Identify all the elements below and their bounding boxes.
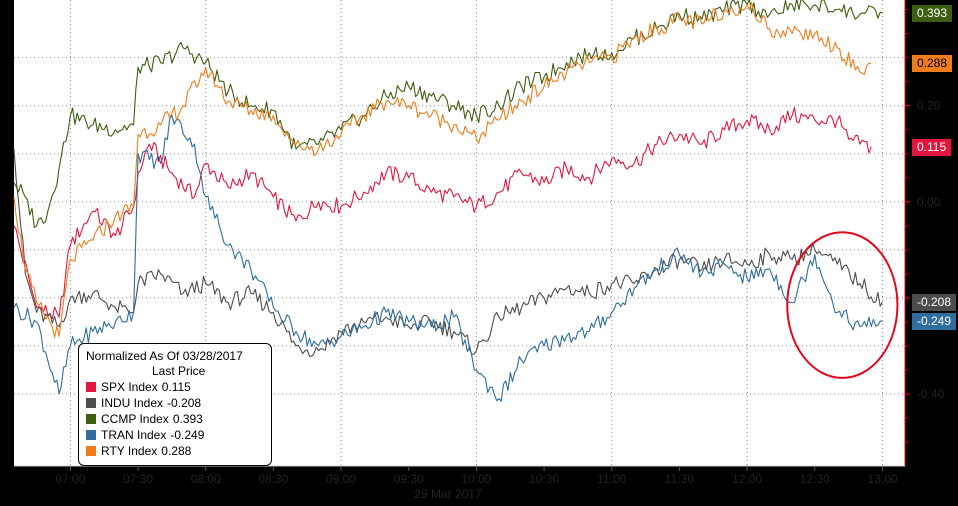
legend-entry: TRAN Index -0.249 (86, 427, 265, 443)
legend-swatch (86, 430, 96, 440)
legend-series-value: 0.288 (161, 444, 192, 458)
series-line-spx (13, 107, 872, 320)
x-axis-title: 29 Mar 2017 (414, 487, 482, 501)
legend-subtitle: Last Price (152, 364, 206, 378)
series-line-rty (13, 1, 872, 338)
chart-legend: Normalized As Of 03/28/2017 Last Price S… (78, 343, 272, 466)
legend-swatch (86, 414, 96, 424)
x-tick-label: 08:30 (258, 472, 288, 486)
x-tick-label: 12:00 (732, 472, 762, 486)
x-tick-label: 11:00 (597, 472, 626, 486)
x-tick-label: 07:00 (55, 472, 85, 486)
legend-series-name: INDU Index (101, 396, 164, 410)
legend-swatch (86, 382, 96, 392)
annotation-circle (786, 231, 899, 379)
x-tick-label: 10:30 (529, 472, 559, 486)
legend-series-name: TRAN Index (101, 428, 167, 442)
legend-series-name: CCMP Index (101, 412, 169, 426)
y-tick-label: -0.40 (917, 387, 945, 401)
legend-swatch (86, 398, 96, 408)
y-tick-label: 0.00 (917, 195, 941, 209)
series-line-ccmp (13, 0, 883, 228)
legend-series-value: 0.393 (172, 412, 203, 426)
x-tick-label: 10:00 (461, 472, 491, 486)
legend-swatch (86, 446, 96, 456)
legend-series-value: 0.115 (161, 380, 191, 394)
last-price-badge: -0.249 (912, 313, 957, 331)
legend-entry: SPX Index 0.115 (86, 379, 265, 395)
last-price-badge: 0.115 (912, 138, 952, 156)
legend-series-value: -0.208 (167, 396, 202, 410)
legend-series-name: RTY Index (101, 444, 158, 458)
x-tick-label: 09:00 (326, 472, 356, 486)
x-tick-label: 07:30 (123, 472, 153, 486)
y-tick-label: 0.20 (917, 99, 941, 113)
legend-series-value: -0.249 (170, 428, 205, 442)
x-tick-label: 13:00 (867, 472, 897, 486)
x-tick-label: 12:30 (800, 472, 830, 486)
x-tick-label: 11:30 (665, 472, 694, 486)
legend-entry: CCMP Index 0.393 (86, 411, 265, 427)
last-price-badge: 0.288 (912, 55, 953, 73)
legend-entry: INDU Index -0.208 (86, 395, 265, 411)
series-line-indu (13, 148, 883, 357)
legend-entry: RTY Index 0.288 (86, 443, 265, 459)
legend-series-name: SPX Index (101, 380, 158, 394)
last-price-badge: 0.393 (912, 4, 953, 22)
legend-entries: SPX Index 0.115 INDU Index -0.208 CCMP Index… (86, 379, 265, 459)
series-line-tran (13, 114, 883, 402)
last-price-badge: -0.208 (912, 293, 957, 311)
x-tick-label: 08:00 (191, 472, 221, 486)
legend-title: Normalized As Of 03/28/2017 (86, 349, 243, 363)
x-tick-label: 09:30 (394, 472, 424, 486)
